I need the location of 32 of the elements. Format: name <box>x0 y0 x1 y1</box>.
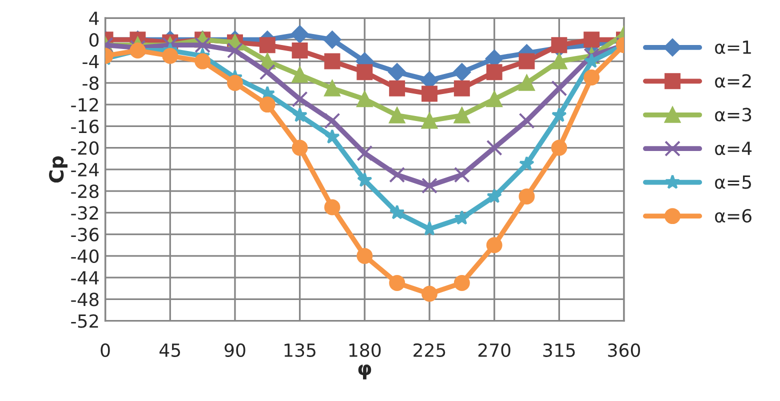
y-tick-label: -24 <box>71 162 99 176</box>
y-tick-label: -4 <box>82 54 99 68</box>
legend-label: α=2 <box>715 74 751 88</box>
y-tick-label: -40 <box>71 249 99 264</box>
x-tick-label: 315 <box>543 343 575 357</box>
y-tick-label: -52 <box>71 314 98 328</box>
y-tick-label: -8 <box>82 76 99 90</box>
y-axis-title: Cp <box>49 156 68 183</box>
y-tick-label: 4 <box>89 12 99 25</box>
x-tick-label: 225 <box>414 343 446 357</box>
y-tick-label: -32 <box>71 206 98 220</box>
y-tick-label: -16 <box>71 120 99 134</box>
y-tick-label: -20 <box>71 141 99 155</box>
x-tick-label: 135 <box>284 343 316 357</box>
legend-label: α=5 <box>715 175 751 189</box>
x-tick-label: 180 <box>349 343 381 357</box>
y-tick-label: -48 <box>71 292 99 306</box>
x-axis-title: φ <box>358 364 372 380</box>
legend-label: α=6 <box>715 208 752 223</box>
y-tick-label: -44 <box>71 271 99 284</box>
x-tick-label: 45 <box>160 344 180 357</box>
y-tick-label: -28 <box>71 184 99 198</box>
x-tick-label: 0 <box>100 343 110 357</box>
x-tick-label: 90 <box>224 343 246 357</box>
legend-label: α=4 <box>715 142 752 156</box>
legend-label: α=3 <box>715 108 752 122</box>
x-tick-label: 270 <box>478 343 510 357</box>
legend-label: α=1 <box>715 40 751 54</box>
x-tick-label: 360 <box>608 343 640 357</box>
y-tick-label: 0 <box>89 33 99 47</box>
y-tick-label: -12 <box>71 98 98 112</box>
y-tick-label: -36 <box>71 228 99 242</box>
